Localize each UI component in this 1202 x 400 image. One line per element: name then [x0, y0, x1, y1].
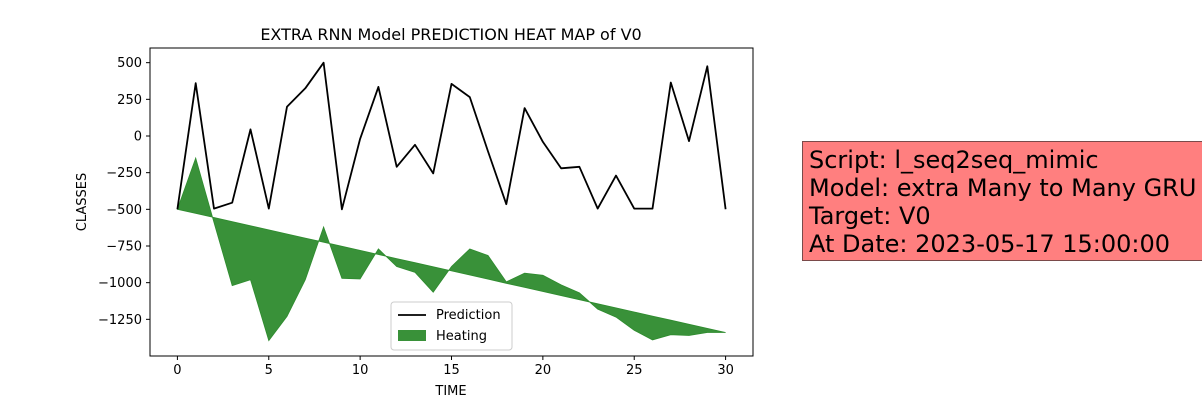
y-tick-label: −1250 [98, 313, 142, 328]
x-axis: 0 5 10 15 20 25 30 [173, 356, 734, 378]
y-axis-label: CLASSES [75, 173, 90, 231]
y-tick-label: 250 [117, 93, 142, 108]
y-tick-label: 0 [134, 130, 142, 145]
x-tick-label: 15 [443, 363, 460, 378]
legend-label-heating: Heating [436, 329, 487, 344]
chart: EXTRA RNN Model PREDICTION HEAT MAP of V… [75, 25, 754, 399]
legend-label-prediction: Prediction [436, 308, 501, 323]
info-box: Script: l_seq2seq_mimic Model: extra Man… [802, 141, 1202, 261]
prediction-line-layer [176, 61, 727, 211]
heating-area [176, 156, 726, 342]
y-axis: 500 250 0 −250 −500 −750 −1000 −1250 [98, 56, 150, 328]
y-tick-label: 500 [117, 56, 142, 71]
heating-area-layer [176, 156, 726, 342]
x-tick-label: 20 [535, 363, 552, 378]
x-tick-label: 0 [173, 363, 181, 378]
info-date-line: At Date: 2023-05-17 15:00:00 [809, 230, 1171, 258]
x-tick-label: 25 [626, 363, 643, 378]
y-tick-label: −1000 [98, 276, 142, 291]
info-script-line: Script: l_seq2seq_mimic [809, 146, 1099, 174]
x-tick-label: 30 [717, 363, 734, 378]
y-tick-label: −250 [106, 166, 142, 181]
prediction-line [176, 61, 727, 211]
info-model-line: Model: extra Many to Many GRU [809, 174, 1197, 202]
info-target-line: Target: V0 [809, 202, 931, 230]
legend: Prediction Heating [390, 301, 513, 351]
x-tick-label: 10 [352, 363, 369, 378]
chart-title: EXTRA RNN Model PREDICTION HEAT MAP of V… [260, 25, 641, 44]
x-axis-label: TIME [434, 384, 466, 399]
legend-swatch-heating [398, 330, 426, 341]
y-tick-label: −750 [106, 240, 142, 255]
y-tick-label: −500 [106, 203, 142, 218]
x-tick-label: 5 [265, 363, 273, 378]
